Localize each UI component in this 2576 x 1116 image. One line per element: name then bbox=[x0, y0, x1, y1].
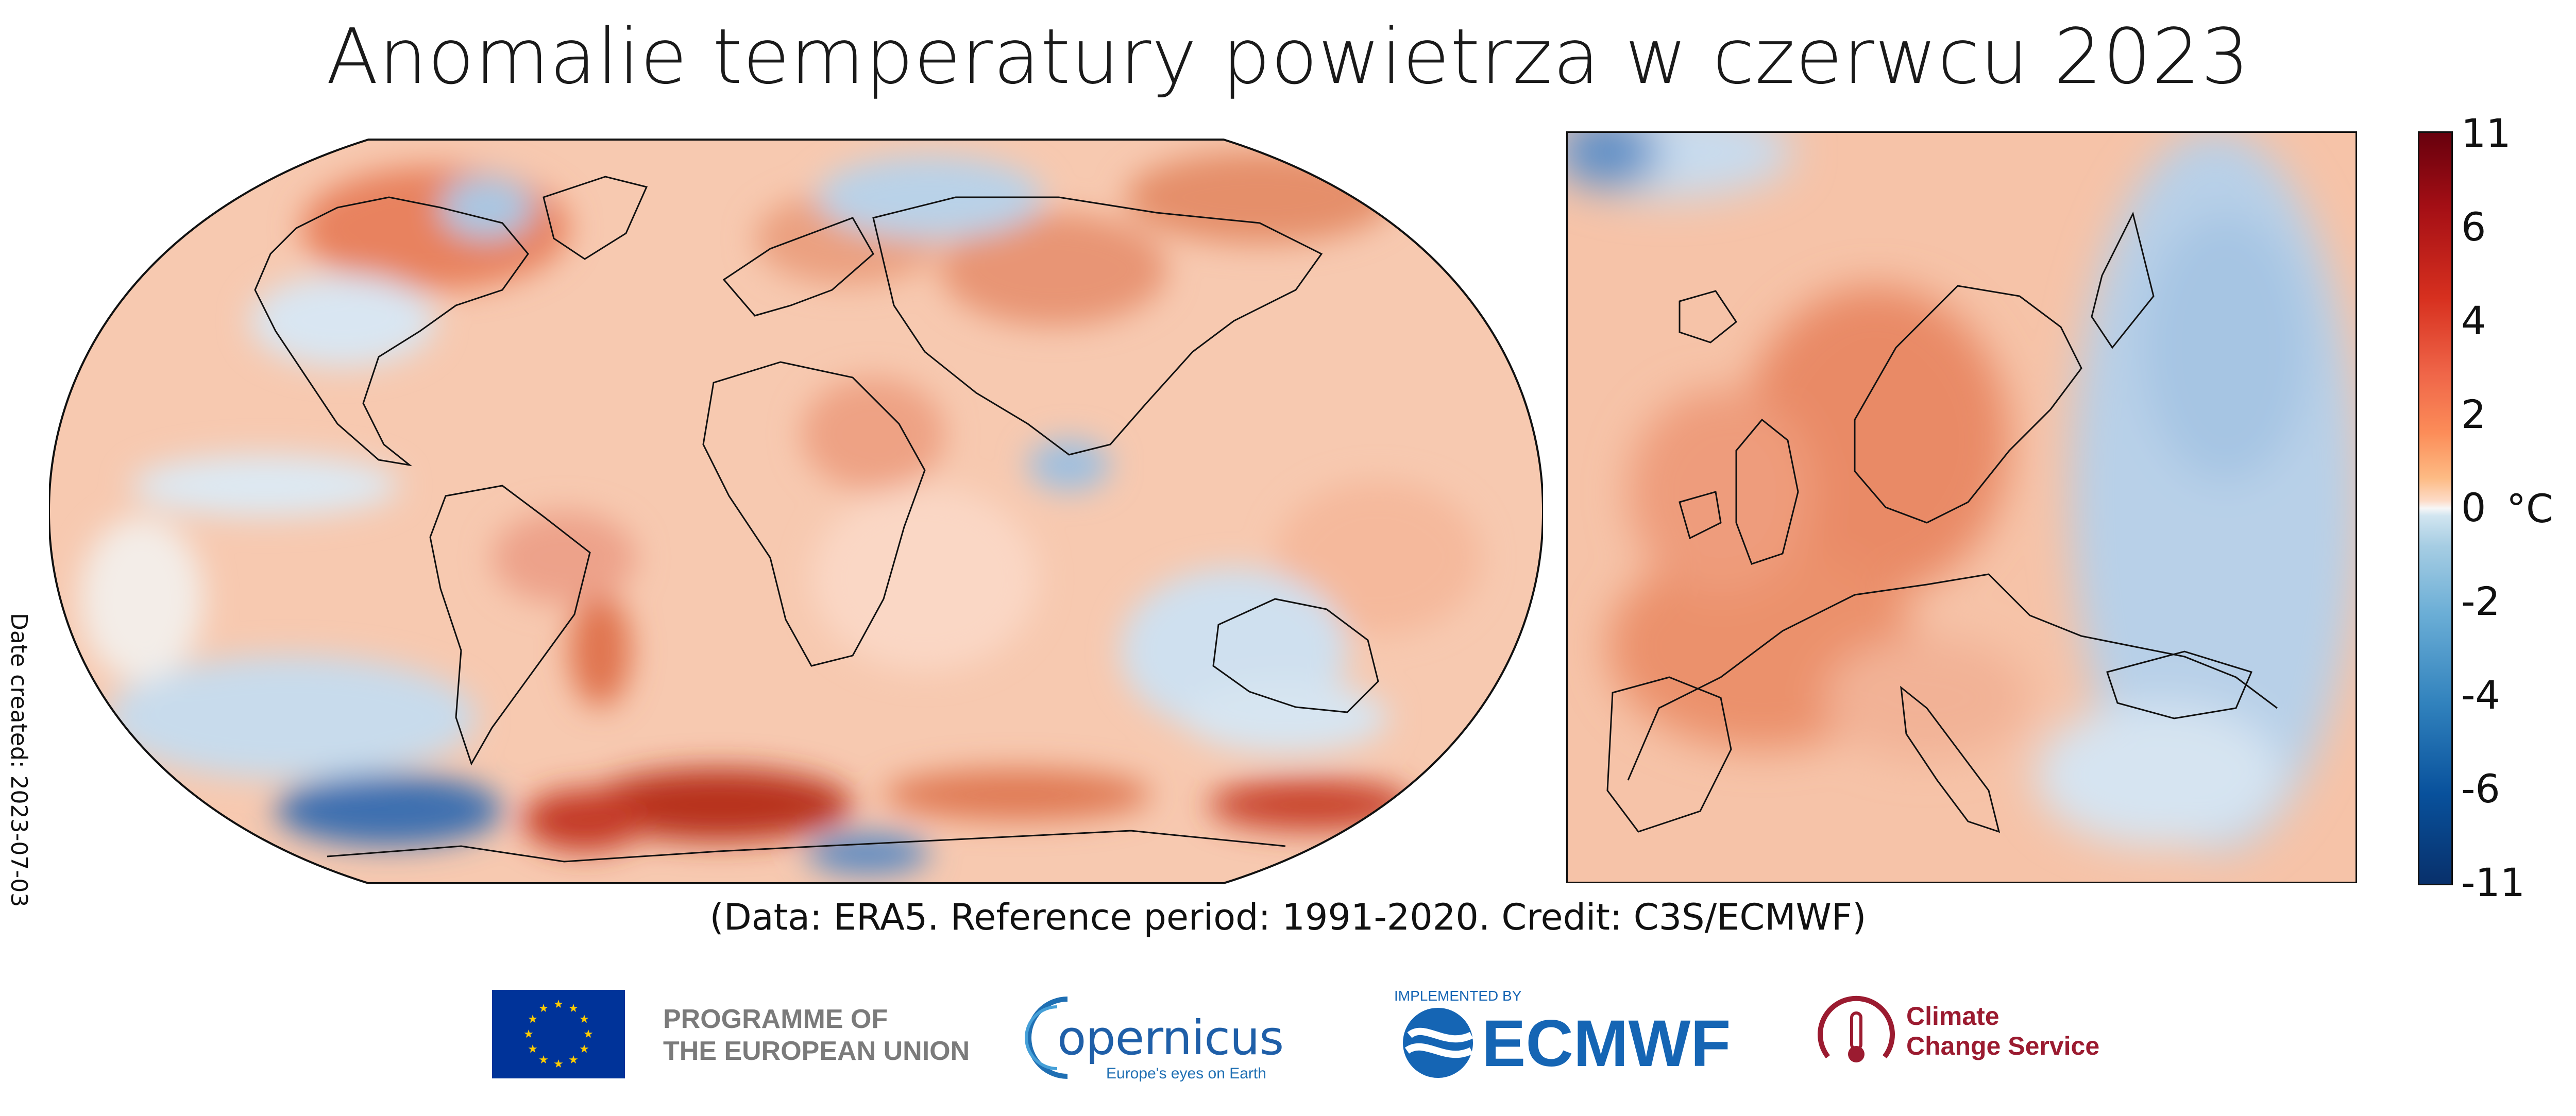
svg-text:★: ★ bbox=[538, 1054, 549, 1067]
c3s-label: Climate Change Service bbox=[1906, 1002, 2099, 1061]
svg-text:★: ★ bbox=[568, 1002, 579, 1015]
ecmwf-wordmark: ECMWF bbox=[1482, 1007, 1731, 1080]
svg-text:★: ★ bbox=[579, 1043, 589, 1056]
colorbar-tick-label: 4 bbox=[2461, 298, 2486, 344]
colorbar bbox=[2418, 131, 2453, 885]
c3s-line1: Climate bbox=[1906, 1002, 1999, 1031]
eu-programme-label: PROGRAMME OF THE EUROPEAN UNION bbox=[663, 1003, 970, 1068]
colorbar-tick-label: -2 bbox=[2461, 578, 2500, 624]
copernicus-wordmark: opernicus bbox=[1057, 1010, 1284, 1066]
map-title: Anomalie temperatury powietrza w czerwcu… bbox=[326, 12, 2250, 101]
eu-flag-icon: ★ ★ ★ ★ ★ ★ ★ ★ ★ ★ ★ ★ bbox=[492, 990, 625, 1078]
colorbar-tick-label: 11 bbox=[2461, 110, 2511, 156]
colorbar-tick-label: -11 bbox=[2461, 860, 2526, 905]
thermometer-icon bbox=[1812, 990, 1900, 1077]
colorbar-unit: °C bbox=[2506, 486, 2554, 531]
date-created-label: Date created: 2023-07-03 bbox=[6, 613, 32, 907]
ecmwf-emblem-icon bbox=[1403, 1008, 1473, 1078]
europe-temperature-anomaly-map bbox=[1566, 131, 2357, 883]
copernicus-logo: opernicus Europe's eyes on Earth bbox=[1021, 989, 1284, 1092]
svg-text:★: ★ bbox=[528, 1013, 538, 1026]
svg-text:★: ★ bbox=[553, 998, 564, 1011]
ecmwf-implemented-label: IMPLEMENTED BY bbox=[1394, 988, 1522, 1004]
global-temperature-anomaly-map bbox=[49, 139, 1543, 884]
svg-text:★: ★ bbox=[583, 1028, 594, 1041]
ecmwf-logo: ECMWF bbox=[1394, 1007, 1755, 1079]
svg-text:★: ★ bbox=[553, 1058, 564, 1071]
colorbar-tick-label: 2 bbox=[2461, 391, 2486, 437]
svg-text:★: ★ bbox=[579, 1013, 589, 1026]
svg-text:★: ★ bbox=[568, 1054, 579, 1067]
eu-text-line2: THE EUROPEAN UNION bbox=[663, 1036, 970, 1067]
eu-text-line1: PROGRAMME OF bbox=[663, 1004, 888, 1034]
colorbar-tick-label: 0 bbox=[2461, 485, 2486, 530]
copernicus-tagline: Europe's eyes on Earth bbox=[1106, 1065, 1266, 1082]
colorbar-tick-label: -4 bbox=[2461, 672, 2500, 718]
colorbar-tick-label: 6 bbox=[2461, 204, 2486, 250]
svg-text:★: ★ bbox=[538, 1002, 549, 1015]
svg-text:★: ★ bbox=[528, 1043, 538, 1056]
svg-text:★: ★ bbox=[523, 1028, 534, 1041]
data-credit: (Data: ERA5. Reference period: 1991-2020… bbox=[709, 896, 1867, 938]
c3s-line2: Change Service bbox=[1906, 1031, 2100, 1060]
colorbar-tick-label: -6 bbox=[2461, 766, 2500, 812]
